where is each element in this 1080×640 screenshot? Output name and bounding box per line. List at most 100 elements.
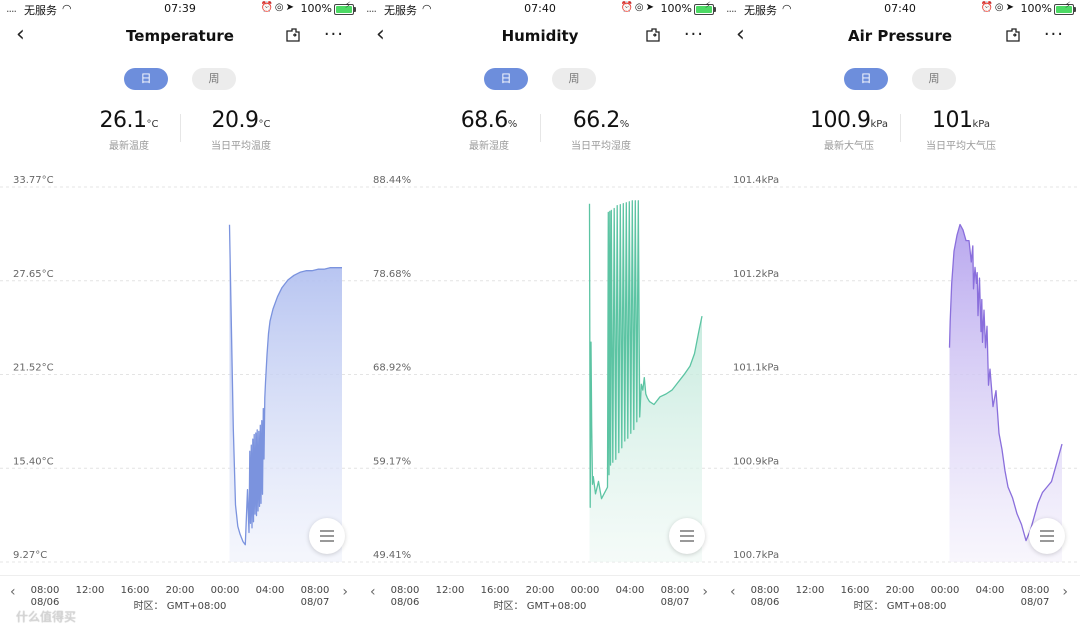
latest-unit: % — [507, 119, 518, 130]
battery-icon — [1054, 4, 1076, 15]
wifi-icon: ◠ — [62, 2, 72, 15]
average-label: 当日平均温度 — [211, 141, 271, 152]
x-tick-time: 16:00 — [840, 585, 870, 596]
average-stat: 101kPa 当日平均大气压 — [886, 108, 1036, 152]
x-tick-date: 08/06 — [390, 597, 420, 608]
menu-icon-line — [1040, 540, 1054, 542]
nav-bar: ‹ Temperature ··· — [0, 20, 360, 54]
nav-bar: ‹ Air Pressure ··· — [720, 20, 1080, 54]
carrier-label: 无服务 — [24, 4, 57, 17]
panel-humidity: .... 无服务 ◠ 07:40 ⏰◎➤ 100% ⚡ ‹ Humidity ·… — [360, 0, 720, 640]
x-tick-label: 20:00 — [880, 585, 920, 597]
battery-percent: 100% — [300, 2, 332, 15]
tab-week[interactable]: 周 — [192, 68, 236, 90]
y-tick-label: 21.52°C — [13, 363, 54, 374]
x-tick-label: 12:00 — [70, 585, 110, 597]
x-tick-time: 20:00 — [165, 585, 195, 596]
y-tick-label: 68.92% — [373, 363, 411, 374]
prev-day-icon[interactable]: ‹ — [370, 584, 376, 600]
more-icon[interactable]: ··· — [323, 24, 344, 45]
y-tick-label: 9.27°C — [13, 550, 47, 561]
export-icon[interactable] — [1006, 28, 1020, 42]
x-axis-bar: ‹ › 时区： GMT+08:00 08:00 08/06 12:00 16:00 20… — [360, 575, 720, 640]
signal-icon: .... — [6, 2, 17, 15]
x-tick-label: 04:00 — [610, 585, 650, 597]
menu-icon-line — [320, 540, 334, 542]
status-icons: ⏰◎➤ — [260, 2, 296, 13]
x-tick-time: 16:00 — [480, 585, 510, 596]
x-tick-label: 08:00 08/07 — [655, 585, 695, 609]
x-axis-bar: ‹ › 时区： GMT+08:00 08:00 08/06 12:00 16:00 20… — [0, 575, 360, 640]
page-title: Humidity — [501, 27, 579, 45]
menu-button[interactable] — [309, 518, 345, 554]
y-tick-label: 101.1kPa — [733, 363, 779, 374]
y-tick-label: 27.65°C — [13, 269, 54, 280]
page-title: Temperature — [126, 27, 234, 45]
tab-week[interactable]: 周 — [912, 68, 956, 90]
status-bar: .... 无服务 ◠ 07:40 ⏰◎➤ 100% ⚡ — [720, 0, 1080, 17]
tab-week[interactable]: 周 — [552, 68, 596, 90]
next-day-icon[interactable]: › — [1062, 584, 1068, 600]
average-unit: kPa — [972, 119, 991, 130]
tab-day[interactable]: 日 — [844, 68, 888, 90]
latest-value: 68.6 — [460, 108, 508, 133]
charging-icon: ⚡ — [704, 1, 711, 11]
carrier-label: 无服务 — [384, 4, 417, 17]
status-icons: ⏰◎➤ — [980, 2, 1016, 13]
latest-label: 最新大气压 — [824, 141, 874, 152]
prev-day-icon[interactable]: ‹ — [10, 584, 16, 600]
latest-label: 最新温度 — [109, 141, 149, 152]
y-tick-label: 78.68% — [373, 269, 411, 280]
status-bar: .... 无服务 ◠ 07:39 ⏰◎➤ 100% ⚡ — [0, 0, 360, 17]
menu-icon-line — [320, 530, 334, 532]
export-icon[interactable] — [286, 28, 300, 42]
next-day-icon[interactable]: › — [702, 584, 708, 600]
menu-icon-line — [680, 540, 694, 542]
latest-unit: kPa — [870, 119, 888, 130]
latest-unit: °C — [146, 119, 159, 130]
menu-icon-line — [1040, 535, 1054, 537]
y-tick-label: 100.9kPa — [733, 456, 779, 467]
back-icon[interactable]: ‹ — [376, 22, 385, 47]
battery-percent: 100% — [660, 2, 692, 15]
timezone-label: 时区： GMT+08:00 — [133, 601, 227, 612]
x-tick-time: 12:00 — [75, 585, 105, 596]
x-tick-time: 20:00 — [525, 585, 555, 596]
menu-button[interactable] — [1029, 518, 1065, 554]
y-tick-label: 15.40°C — [13, 456, 54, 467]
x-tick-label: 16:00 — [835, 585, 875, 597]
chart-area: 33.77°C 27.65°C 21.52°C 15.40°C 9.27°C — [0, 170, 360, 575]
nav-bar: ‹ Humidity ··· — [360, 20, 720, 54]
more-icon[interactable]: ··· — [683, 24, 704, 45]
y-tick-label: 59.17% — [373, 456, 411, 467]
wifi-icon: ◠ — [782, 2, 792, 15]
latest-label: 最新湿度 — [469, 141, 509, 152]
signal-icon: .... — [726, 2, 737, 15]
chart-svg: 33.77°C 27.65°C 21.52°C 15.40°C 9.27°C — [0, 175, 360, 563]
status-icons: ⏰◎➤ — [620, 2, 656, 13]
export-icon[interactable] — [646, 28, 660, 42]
x-tick-time: 12:00 — [435, 585, 465, 596]
charging-icon: ⚡ — [1064, 1, 1071, 11]
x-tick-label: 20:00 — [520, 585, 560, 597]
tab-day[interactable]: 日 — [124, 68, 168, 90]
next-day-icon[interactable]: › — [342, 584, 348, 600]
average-stat: 20.9°C 当日平均温度 — [166, 108, 316, 152]
back-icon[interactable]: ‹ — [736, 22, 745, 47]
back-icon[interactable]: ‹ — [16, 22, 25, 47]
x-tick-time: 00:00 — [210, 585, 240, 596]
more-icon[interactable]: ··· — [1043, 24, 1064, 45]
x-tick-label: 08:00 08/07 — [295, 585, 335, 609]
battery-icon — [334, 4, 356, 15]
tab-day[interactable]: 日 — [484, 68, 528, 90]
menu-button[interactable] — [669, 518, 705, 554]
series-area — [949, 224, 1062, 562]
prev-day-icon[interactable]: ‹ — [730, 584, 736, 600]
status-time: 07:40 — [884, 2, 916, 15]
menu-icon-line — [680, 530, 694, 532]
menu-icon-line — [1040, 530, 1054, 532]
battery-icon — [694, 4, 716, 15]
stat-divider — [540, 114, 541, 142]
average-value: 20.9 — [211, 108, 259, 133]
average-unit: °C — [258, 119, 271, 130]
